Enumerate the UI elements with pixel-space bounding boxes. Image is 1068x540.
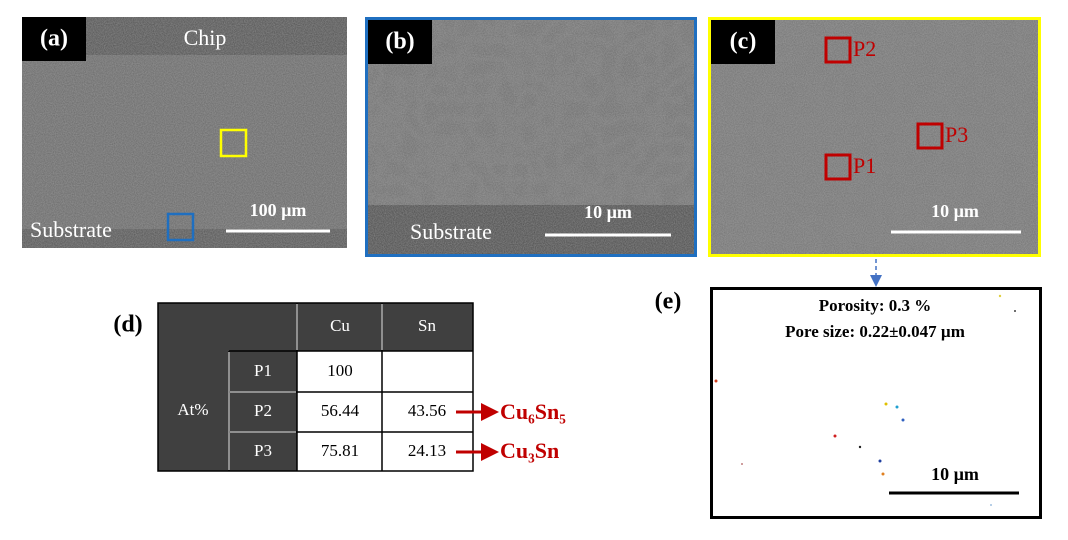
pore-dots: [714, 294, 1016, 506]
region-label: Substrate: [30, 217, 112, 242]
panel-label: (b): [385, 29, 414, 55]
pore-size: Pore size: 0.22±0.047 µm: [785, 322, 965, 341]
table-cell: 100: [327, 361, 353, 380]
phase-label: Cu₆Sn₅: [500, 399, 566, 424]
table-cell: 75.81: [321, 441, 359, 460]
panel-b: (b) Substrate 10 µm: [365, 17, 697, 257]
row-label: P1: [254, 361, 272, 380]
table-group: At%: [177, 400, 208, 419]
point-label: P3: [945, 122, 968, 147]
porosity: Porosity: 0.3 %: [819, 296, 932, 315]
panel-label: (e): [655, 289, 682, 315]
point-label: P2: [853, 36, 876, 61]
scale-label: 10 µm: [584, 202, 632, 222]
scale-label: 100 µm: [250, 200, 307, 220]
point-label: P1: [853, 153, 876, 178]
row-label: P3: [254, 441, 272, 460]
scale-label: 10 µm: [931, 201, 979, 221]
table-header: Sn: [418, 316, 436, 335]
table-cell: 24.13: [408, 441, 446, 460]
panel-e: (e) Porosity: 0.3 % Pore size: 0.22±0.04…: [655, 287, 1042, 519]
panel-a: (a) Chip Substrate 100 µm: [22, 17, 347, 248]
panel-d: (d) Cu Sn At% P1 100 P2 56.44 43.56 P3 7…: [113, 302, 566, 472]
phase-label: Cu₃Sn: [500, 438, 559, 463]
scale-label: 10 µm: [931, 464, 979, 484]
table-cell: 56.44: [321, 401, 360, 420]
region-label: Chip: [184, 25, 227, 50]
table-header: Cu: [330, 316, 350, 335]
panel-label: (a): [40, 26, 68, 52]
panel-label: (d): [113, 312, 142, 338]
panel-label: (c): [730, 29, 757, 55]
panel-c: (c) P2 P3 P1 10 µm: [708, 17, 1041, 257]
row-label: P2: [254, 401, 272, 420]
region-label: Substrate: [410, 219, 492, 244]
table-cell: 43.56: [408, 401, 446, 420]
